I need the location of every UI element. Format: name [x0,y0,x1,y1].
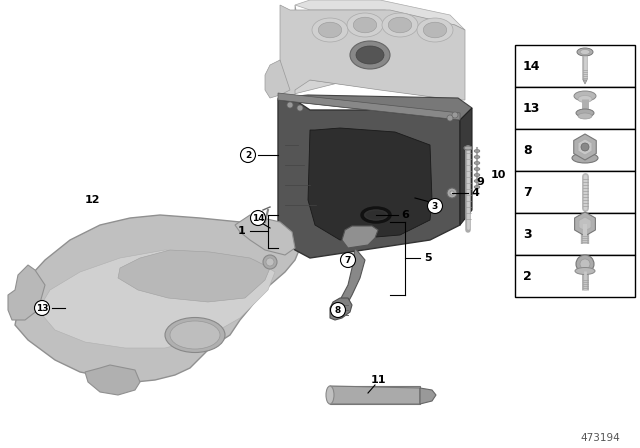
Polygon shape [15,215,300,382]
Polygon shape [118,250,270,302]
Circle shape [241,147,255,163]
Text: 473194: 473194 [580,433,620,443]
Ellipse shape [572,153,598,163]
Ellipse shape [577,48,593,56]
Bar [515,87,635,129]
Polygon shape [38,250,275,348]
Ellipse shape [580,49,590,55]
Polygon shape [308,128,432,240]
Ellipse shape [423,22,447,38]
Ellipse shape [417,18,453,42]
Circle shape [35,301,49,315]
Ellipse shape [350,41,390,69]
Circle shape [297,105,303,111]
Polygon shape [583,80,587,84]
Text: 13: 13 [36,303,48,313]
Ellipse shape [382,13,418,37]
Text: 12: 12 [84,195,100,205]
Text: 13: 13 [523,102,540,115]
Circle shape [340,253,355,267]
Circle shape [580,259,590,269]
Text: 7: 7 [345,255,351,264]
Polygon shape [265,60,290,98]
Bar [515,255,635,297]
Text: 11: 11 [371,375,386,385]
Ellipse shape [578,95,592,103]
Polygon shape [295,0,465,30]
Circle shape [330,302,346,318]
Polygon shape [330,386,420,404]
Circle shape [447,115,453,121]
Circle shape [576,255,594,273]
Ellipse shape [578,113,592,119]
Circle shape [250,211,266,225]
Text: 14: 14 [252,214,264,223]
Ellipse shape [388,17,412,33]
Text: 8: 8 [523,143,532,156]
Polygon shape [85,365,140,395]
Polygon shape [420,388,436,404]
Circle shape [266,258,274,266]
Polygon shape [280,5,455,100]
Ellipse shape [318,22,342,38]
Circle shape [581,143,589,151]
Text: 2: 2 [245,151,251,159]
Text: 1: 1 [238,226,246,236]
Circle shape [447,188,457,198]
Text: 10: 10 [490,170,506,180]
Ellipse shape [353,17,377,33]
Text: 8: 8 [335,306,341,314]
Circle shape [428,198,442,214]
Polygon shape [278,95,472,120]
Polygon shape [8,265,45,320]
Ellipse shape [464,146,472,150]
Polygon shape [278,100,460,258]
Text: 2: 2 [523,270,532,283]
Polygon shape [342,226,378,248]
Text: 7: 7 [523,185,532,198]
Bar [515,129,635,171]
Text: 3: 3 [523,228,532,241]
Polygon shape [340,248,365,308]
Ellipse shape [326,386,334,404]
Bar [330,386,420,404]
Ellipse shape [312,18,348,42]
Bar [515,213,635,255]
Text: 4: 4 [471,188,479,198]
Polygon shape [330,298,352,320]
Text: 3: 3 [432,202,438,211]
Ellipse shape [170,321,220,349]
Ellipse shape [165,318,225,353]
Text: 9: 9 [476,177,484,187]
Bar [515,45,635,87]
Ellipse shape [575,267,595,275]
Text: 14: 14 [523,60,541,73]
Bar [515,171,635,213]
Polygon shape [235,215,295,255]
Ellipse shape [347,13,383,37]
Circle shape [452,112,458,118]
Text: 6: 6 [401,210,409,220]
Ellipse shape [356,46,384,64]
Polygon shape [460,108,472,225]
Polygon shape [278,93,460,120]
Circle shape [263,255,277,269]
Ellipse shape [574,91,596,101]
Circle shape [450,191,454,195]
Text: 5: 5 [424,253,432,263]
Circle shape [287,102,293,108]
Ellipse shape [576,109,594,117]
Polygon shape [280,5,465,110]
